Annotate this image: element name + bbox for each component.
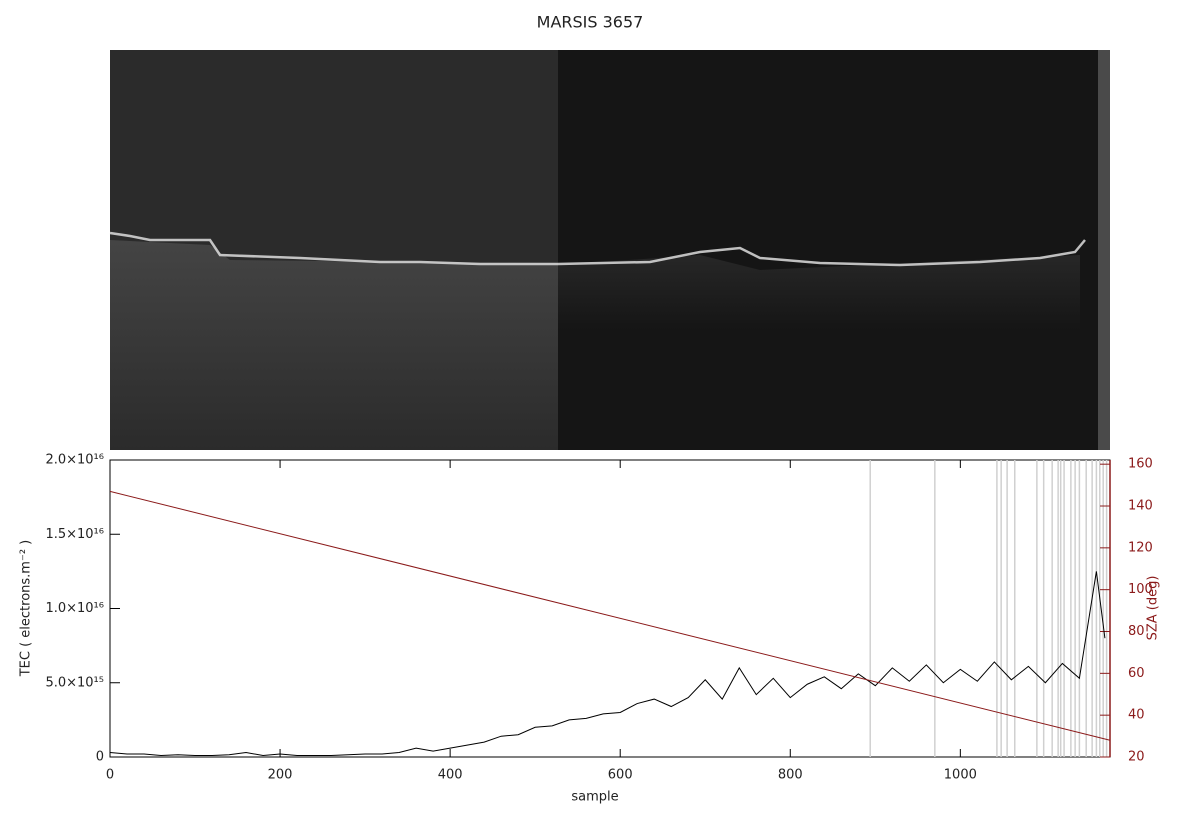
y2-tick-label: 100 [1128,582,1153,597]
y2-tick-label: 40 [1128,708,1145,723]
y2-tick-label: 20 [1128,750,1145,765]
sza-line [109,490,1111,741]
x-tick-label: 200 [268,768,293,783]
x-tick-label: 800 [778,768,803,783]
y2-tick-label: 160 [1128,457,1153,472]
x-tick-label: 400 [438,768,463,783]
y-tick-label: 5.0×10¹⁵ [45,675,104,690]
x-tick-label: 1000 [944,768,977,783]
y-tick-label: 2.0×10¹⁶ [45,453,104,468]
y-tick-label: 1.0×10¹⁶ [45,601,104,616]
x-tick-label: 600 [608,768,633,783]
y-tick-label: 1.5×10¹⁶ [45,527,104,542]
tec-line [109,571,1106,757]
y2-axis-title: SZA (deg) [1146,576,1161,641]
chart-title: MARSIS 3657 [537,13,644,32]
y-axis-title: TEC ( electrons.m⁻² ) [19,540,34,678]
x-tick-label: 0 [106,768,114,783]
y2-tick-label: 140 [1128,499,1153,514]
plot-area [109,459,1111,758]
y2-tick-label: 60 [1128,666,1145,681]
y-tick-label: 0 [96,750,104,765]
y2-tick-label: 120 [1128,540,1153,555]
x-axis-title: sample [571,790,618,805]
radargram [109,50,1110,450]
y2-tick-label: 80 [1128,624,1145,639]
